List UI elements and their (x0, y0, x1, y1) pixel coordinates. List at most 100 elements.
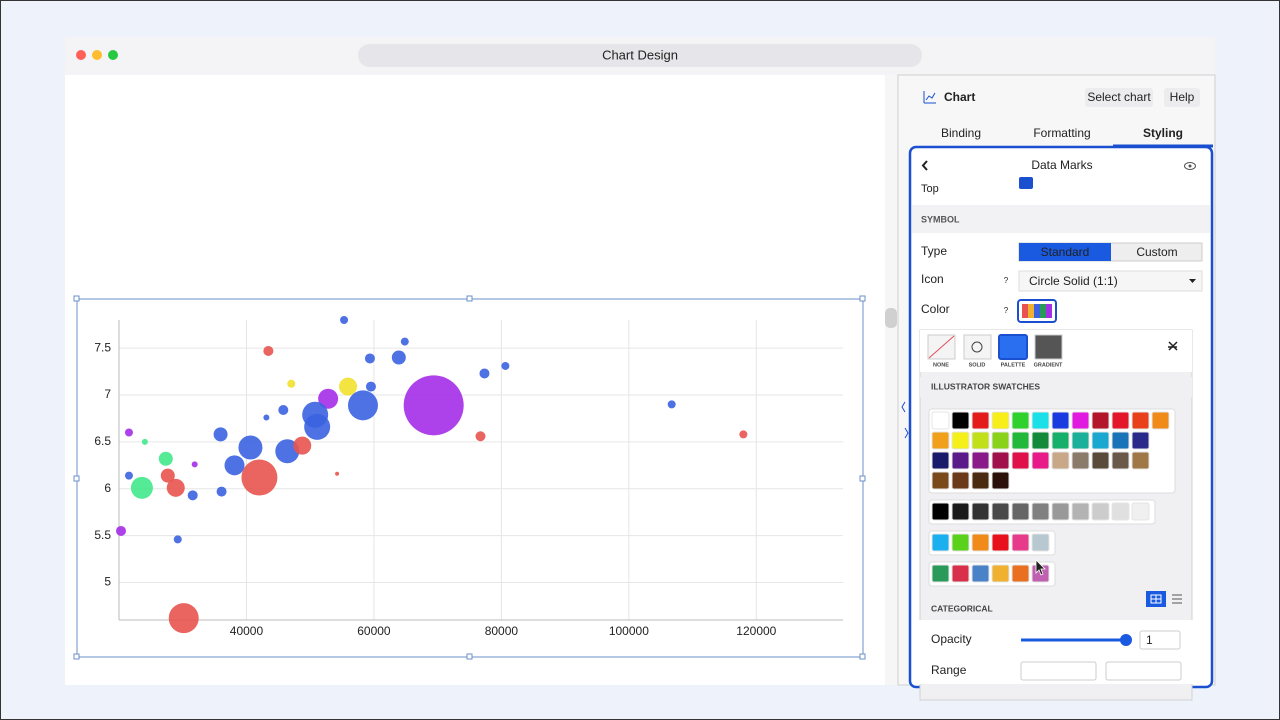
swatch[interactable] (971, 533, 990, 552)
icon-select[interactable] (1018, 270, 1203, 292)
close-button[interactable] (76, 50, 86, 60)
swatch[interactable] (1151, 411, 1170, 430)
type-option[interactable]: Standard (1041, 245, 1090, 259)
minimize-button[interactable] (92, 50, 102, 60)
panel-toggle[interactable] (901, 401, 909, 439)
visibility-icon[interactable] (1184, 162, 1196, 170)
swatch[interactable] (971, 431, 990, 450)
swatch[interactable] (1031, 411, 1050, 430)
back-button[interactable] (921, 160, 928, 171)
x-tick-label: 60000 (357, 624, 391, 638)
swatch[interactable] (1011, 431, 1030, 450)
swatch[interactable] (1131, 502, 1150, 521)
help-mark[interactable]: ? (1004, 276, 1009, 285)
swatch[interactable] (951, 533, 970, 552)
mode-palette[interactable] (998, 334, 1028, 360)
swatch[interactable] (1011, 451, 1030, 470)
header-button-label[interactable]: Select chart (1087, 90, 1151, 104)
swatch[interactable] (1091, 502, 1110, 521)
swatch[interactable] (951, 471, 970, 490)
resize-handles[interactable] (73, 295, 866, 660)
swatch[interactable] (1051, 502, 1070, 521)
swatch[interactable] (971, 471, 990, 490)
swatch[interactable] (1011, 411, 1030, 430)
swatch[interactable] (1111, 431, 1130, 450)
swatch[interactable] (1051, 451, 1070, 470)
swatch[interactable] (991, 533, 1010, 552)
swatch[interactable] (991, 431, 1010, 450)
swatch[interactable] (951, 451, 970, 470)
swatch[interactable] (1071, 502, 1090, 521)
opacity-value: 1 (1146, 633, 1153, 647)
help-mark[interactable]: ? (1004, 306, 1009, 315)
swatch[interactable] (991, 564, 1010, 583)
swatch[interactable] (1011, 533, 1030, 552)
range-min-input[interactable] (1020, 661, 1097, 681)
tab[interactable]: Binding (941, 126, 981, 140)
scroll-thumb[interactable] (885, 308, 897, 328)
swatch[interactable] (991, 411, 1010, 430)
type-option-active[interactable] (1019, 243, 1111, 261)
swatch[interactable] (951, 502, 970, 521)
mode-label[interactable]: SOLID (969, 362, 986, 368)
swatch[interactable] (1091, 431, 1110, 450)
swatch[interactable] (991, 471, 1010, 490)
swatch[interactable] (931, 431, 950, 450)
swatch[interactable] (991, 502, 1010, 521)
swatch[interactable] (1091, 411, 1110, 430)
y-tick-label: 5 (104, 575, 111, 589)
list-view-button[interactable] (1172, 594, 1182, 604)
header-button[interactable] (1164, 88, 1200, 107)
swatch[interactable] (1071, 451, 1090, 470)
bubble (340, 316, 349, 324)
swatch[interactable] (1051, 411, 1070, 430)
swatch[interactable] (1011, 564, 1030, 583)
swatch[interactable] (931, 451, 950, 470)
swatch[interactable] (1111, 502, 1130, 521)
tab[interactable]: Styling (1143, 126, 1183, 140)
swatch[interactable] (1131, 431, 1150, 450)
swatch[interactable] (931, 564, 950, 583)
swatch[interactable] (931, 502, 950, 521)
swatch[interactable] (971, 502, 990, 521)
swatch[interactable] (1071, 411, 1090, 430)
top-checkbox[interactable] (1019, 177, 1033, 189)
swatch[interactable] (991, 451, 1010, 470)
y-tick-label: 6.5 (94, 434, 111, 448)
swatch[interactable] (1131, 451, 1150, 470)
swatch[interactable] (1071, 431, 1090, 450)
swatch[interactable] (1131, 411, 1150, 430)
swatch[interactable] (1031, 533, 1050, 552)
swatch[interactable] (1031, 502, 1050, 521)
header-button[interactable] (1085, 88, 1153, 107)
header-button-label[interactable]: Help (1170, 90, 1195, 104)
zoom-button[interactable] (108, 50, 118, 60)
mode-label[interactable]: GRADIENT (1034, 362, 1063, 368)
mode-solid[interactable] (963, 334, 992, 360)
range-max-input[interactable] (1105, 661, 1182, 681)
swatch[interactable] (971, 451, 990, 470)
swatch[interactable] (1011, 502, 1030, 521)
swatch[interactable] (971, 564, 990, 583)
swatch[interactable] (971, 411, 990, 430)
swatch[interactable] (1111, 451, 1130, 470)
opacity-input[interactable] (1139, 630, 1181, 650)
swatch[interactable] (1091, 451, 1110, 470)
opacity-thumb[interactable] (1120, 634, 1132, 646)
swatch[interactable] (1051, 431, 1070, 450)
swatch[interactable] (931, 411, 950, 430)
swatch[interactable] (1031, 431, 1050, 450)
close-popup[interactable] (1168, 341, 1178, 351)
tab[interactable]: Formatting (1033, 126, 1090, 140)
swatch[interactable] (951, 411, 970, 430)
swatch[interactable] (951, 564, 970, 583)
mode-label[interactable]: PALETTE (1001, 362, 1026, 368)
mode-label[interactable]: NONE (933, 362, 949, 368)
swatch[interactable] (931, 533, 950, 552)
swatch[interactable] (1111, 411, 1130, 430)
type-option[interactable]: Custom (1136, 245, 1177, 259)
swatch[interactable] (951, 431, 970, 450)
swatch[interactable] (1031, 451, 1050, 470)
swatch[interactable] (931, 471, 950, 490)
mode-gradient[interactable] (1034, 334, 1063, 360)
